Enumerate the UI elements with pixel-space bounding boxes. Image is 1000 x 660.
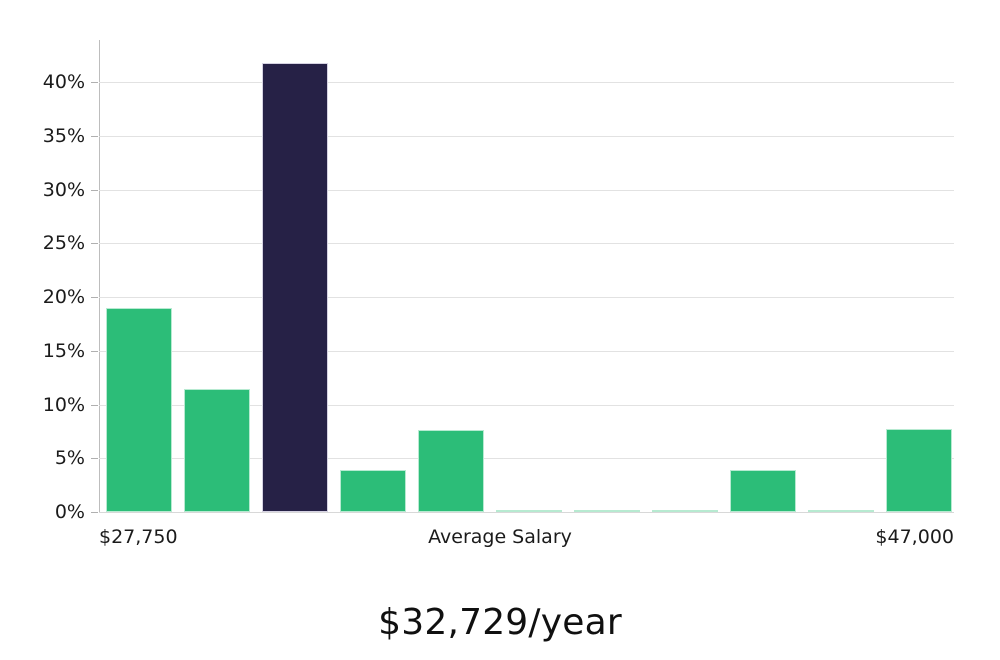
gridline-20% bbox=[99, 297, 954, 298]
y-tick-mark bbox=[91, 404, 98, 406]
y-axis-label-5%: 5% bbox=[54, 447, 85, 470]
gridline-25% bbox=[99, 243, 954, 245]
y-axis-label-10%: 10% bbox=[42, 393, 85, 416]
average-salary-caption: $32,729/year bbox=[378, 602, 622, 643]
x-axis-min-label: $27,750 bbox=[99, 526, 178, 548]
x-axis-max-label: $47,000 bbox=[875, 526, 954, 548]
gridline-30% bbox=[99, 189, 954, 191]
gridlines bbox=[99, 40, 954, 513]
plot-area bbox=[99, 40, 954, 512]
y-axis-label-40%: 40% bbox=[42, 71, 85, 93]
bar[interactable] bbox=[184, 389, 250, 512]
x-axis-title: Average Salary bbox=[428, 526, 572, 548]
y-axis-tick-labels: 0% 5% 10% 15% 20% 25% 30% 35% 40% bbox=[0, 0, 85, 660]
gridline-0% bbox=[99, 512, 954, 513]
bar[interactable] bbox=[808, 509, 874, 512]
bar[interactable] bbox=[496, 509, 562, 512]
y-tick-mark bbox=[91, 297, 98, 298]
bar[interactable] bbox=[886, 429, 952, 512]
bar[interactable] bbox=[730, 470, 796, 512]
bar[interactable] bbox=[340, 470, 406, 512]
gridline-15% bbox=[99, 350, 954, 352]
gridline-35% bbox=[99, 135, 954, 137]
bar[interactable] bbox=[418, 430, 484, 512]
y-axis-label-30%: 30% bbox=[42, 178, 85, 201]
bar[interactable] bbox=[106, 307, 172, 512]
y-axis-label-25%: 25% bbox=[42, 232, 85, 255]
y-tick-mark bbox=[91, 189, 98, 191]
y-axis-label-20%: 20% bbox=[42, 286, 85, 308]
gridline-10% bbox=[99, 404, 954, 406]
bar[interactable] bbox=[574, 509, 640, 512]
y-axis-line bbox=[99, 40, 100, 512]
y-tick-mark bbox=[91, 243, 98, 245]
y-axis-label-35%: 35% bbox=[42, 124, 85, 147]
gridline-5% bbox=[99, 458, 954, 460]
y-axis-label-0%: 0% bbox=[54, 501, 85, 523]
gridline-40% bbox=[99, 82, 954, 83]
bar[interactable] bbox=[652, 509, 718, 512]
y-tick-mark bbox=[91, 82, 98, 83]
bar-highlighted[interactable] bbox=[262, 62, 328, 512]
y-tick-mark bbox=[91, 458, 98, 460]
y-tick-mark bbox=[91, 350, 98, 352]
y-tick-mark bbox=[91, 135, 98, 137]
y-tick-mark bbox=[91, 512, 98, 513]
y-axis-label-15%: 15% bbox=[42, 339, 85, 362]
